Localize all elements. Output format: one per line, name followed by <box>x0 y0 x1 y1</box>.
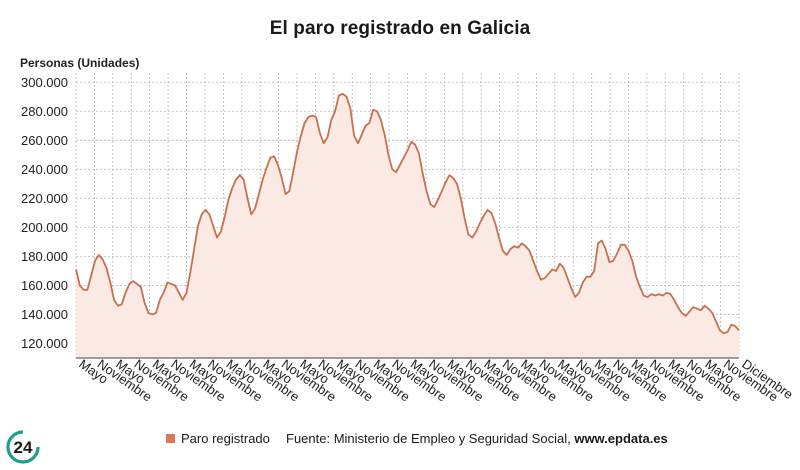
series-line-paro-registrado <box>75 92 740 335</box>
logo-text: 24 <box>14 438 33 457</box>
series-area-paro-registrado <box>76 93 739 359</box>
source-prefix: Fuente: Ministerio de Empleo y Seguridad… <box>286 431 575 446</box>
y-tick-label: 300.000 <box>21 75 68 90</box>
chart-title: El paro registrado en Galicia <box>269 18 531 39</box>
y-axis-ticks: 120.000 140.000 160.000 180.000 200.000 220.0… <box>21 75 68 351</box>
legend-label: Paro registrado <box>181 431 270 446</box>
y-tick-label: 120.000 <box>21 336 68 351</box>
source-note: Fuente: Ministerio de Empleo y Seguridad… <box>286 431 668 446</box>
x-axis-ticks: MayoNoviembreMayoNoviembreMayoNoviembreM… <box>76 356 796 404</box>
y-tick-label: 160.000 <box>21 278 68 293</box>
source-site: www.epdata.es <box>574 431 668 446</box>
y-axis-title: Personas (Unidades) <box>20 56 139 70</box>
logo-ring <box>6 430 40 464</box>
y-tick-label: 260.000 <box>21 133 68 148</box>
y-tick-label: 200.000 <box>21 220 68 235</box>
y-tick-label: 280.000 <box>21 104 68 119</box>
legend: Paro registrado <box>166 431 270 446</box>
y-tick-label: 140.000 <box>21 307 68 322</box>
y-tick-label: 240.000 <box>21 162 68 177</box>
legend-swatch <box>166 434 175 443</box>
y-tick-label: 220.000 <box>21 191 68 206</box>
y-tick-label: 180.000 <box>21 249 68 264</box>
logo-24-icon: 24 <box>6 430 40 464</box>
